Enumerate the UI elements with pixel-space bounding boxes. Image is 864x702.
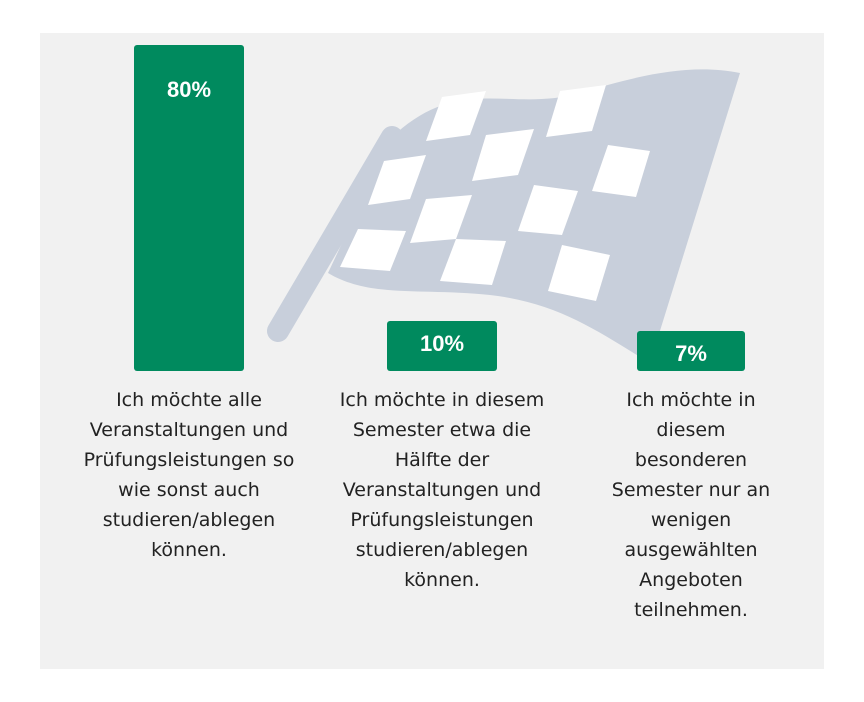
bar-value-label: 10% [419,331,465,356]
category-label-line: Hälfte der [394,449,490,471]
category-label-line: Ich möchte in diesem [339,389,545,411]
category-label-line: besonderen [634,449,748,471]
category-label-line: wenigen [650,509,732,531]
category-label-line: Ich möchte alle [116,389,262,411]
category-label-line: studieren/ablegen [355,539,529,561]
category-label-line: diesem [656,419,726,441]
category-label-line: Veranstaltungen und [89,419,289,441]
category-label-line: Semester nur an [611,479,771,501]
bar-value-label: 7% [675,341,707,366]
checkered-flag-icon [267,69,740,363]
category-label-line: Angeboten [639,569,743,591]
bar-2 [387,321,497,371]
category-label-1: Ich möchte alle Veranstaltungen und Prüfun… [64,385,314,565]
category-label-line: studieren/ablegen [102,509,276,531]
category-label-3: Ich möchte in diesem besonderen Semester nu… [591,385,791,625]
category-label-line: teilnehmen. [634,599,748,621]
category-label-line: können. [151,539,227,561]
category-label-line: wie sonst auch [118,479,260,501]
category-label-line: Semester etwa die [352,419,532,441]
bar-1 [134,45,244,371]
category-label-2: Ich möchte in diesem Semester etwa die Häl… [317,385,567,595]
category-label-line: Ich möchte in [626,389,756,411]
chart-panel: 80% 10% 7% Ich möchte alle Veranstaltungen … [40,33,824,669]
bar-3 [637,331,745,371]
category-label-line: können. [404,569,480,591]
category-label-line: ausgewählten [624,539,758,561]
category-label-line: Prüfungsleistungen [350,509,534,531]
bar-value-label: 80% [166,77,212,102]
category-label-line: Veranstaltungen und [342,479,542,501]
category-label-line: Prüfungsleistungen so [83,449,295,471]
